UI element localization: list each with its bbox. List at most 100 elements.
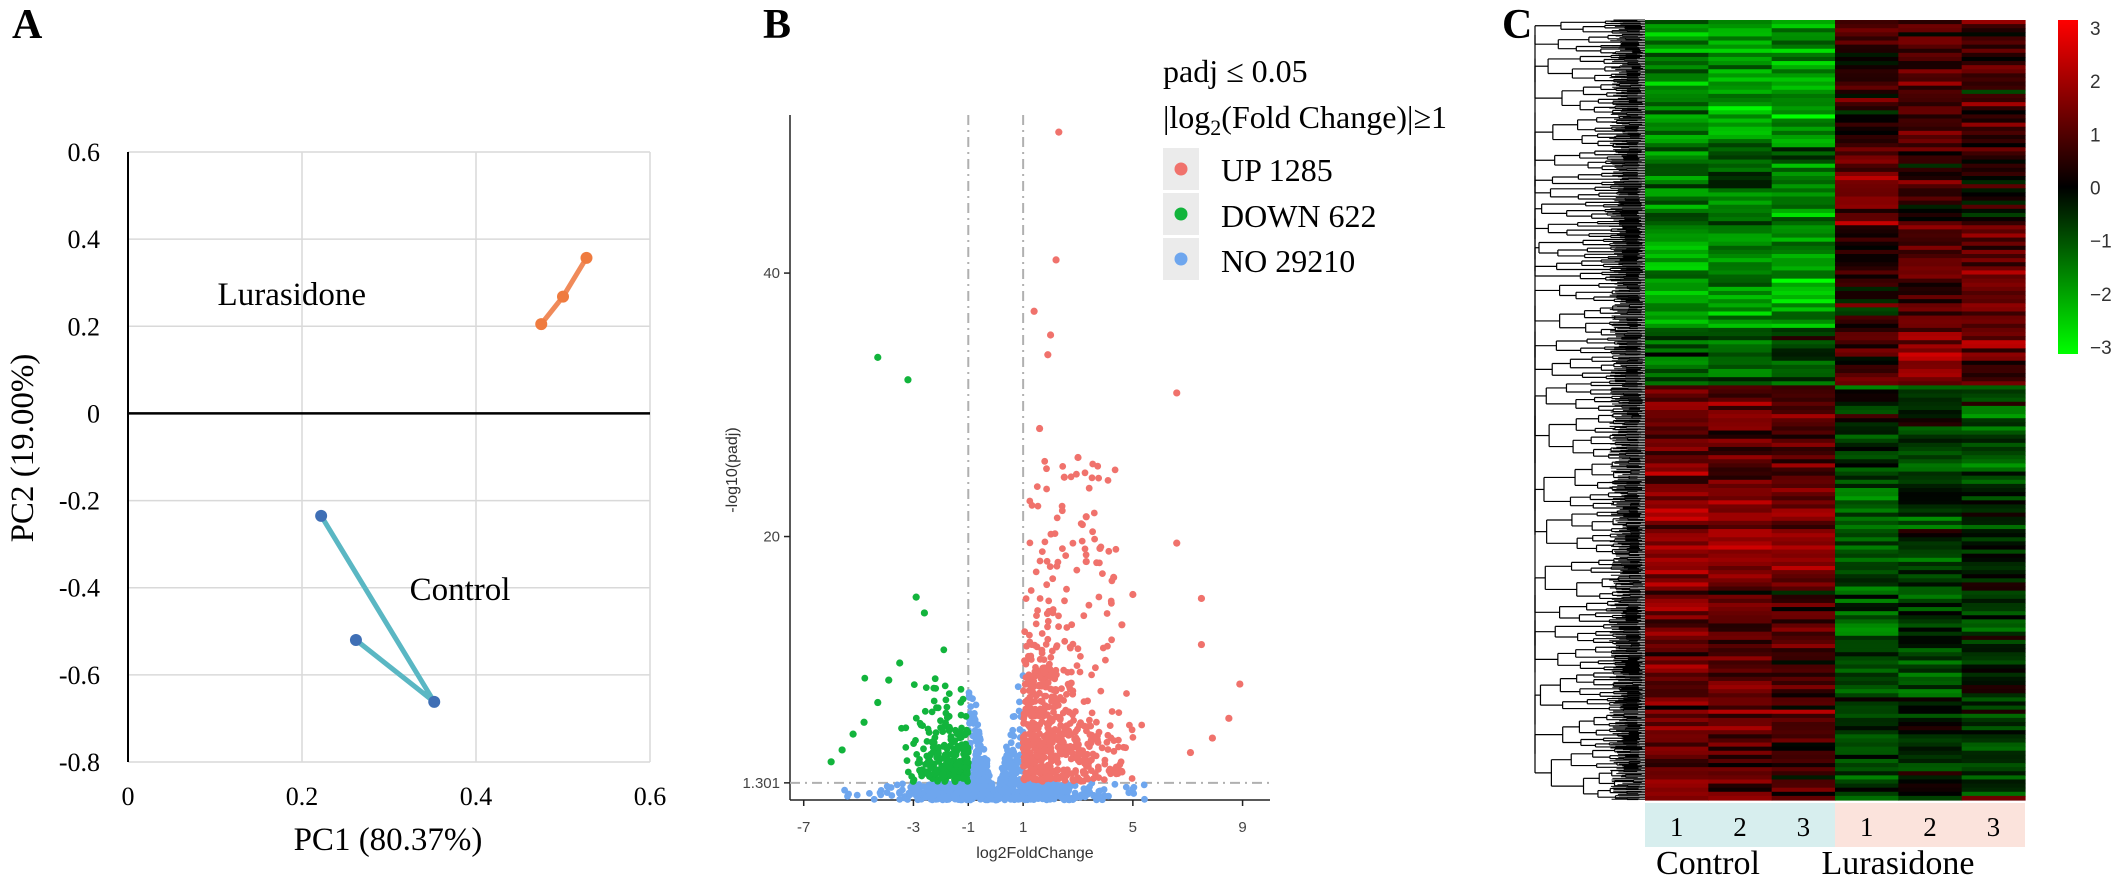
volcano-point-up xyxy=(1095,728,1103,736)
heatmap-cell xyxy=(1645,492,1709,497)
heatmap-cell xyxy=(1771,508,1836,514)
heatmap-cell xyxy=(1645,40,1709,46)
pca-point-lurasidone xyxy=(535,318,548,331)
pca-panel: A 0 0.2 0.4 0.6 0.60.40.20-0.2-0.4-0.6-0.8 … xyxy=(5,2,666,858)
heatmap-cell xyxy=(1645,327,1709,333)
pca-x-tick-label: 0.6 xyxy=(634,782,667,811)
heatmap-cell xyxy=(1898,689,1963,694)
volcano-point-up xyxy=(1081,469,1089,477)
heatmap-cell xyxy=(1961,114,2026,120)
heatmap-cell xyxy=(1898,438,1963,444)
heatmap-cell xyxy=(1645,65,1709,70)
volcano-point-up xyxy=(1037,741,1044,748)
heatmap-cell xyxy=(1708,557,1773,563)
heatmap-cell xyxy=(1961,48,2026,54)
heatmap-cell xyxy=(1645,426,1709,432)
heatmap-cell xyxy=(1898,639,1963,645)
heatmap-cell xyxy=(1835,561,1899,567)
heatmap-cell xyxy=(1645,311,1709,317)
heatmap-cell xyxy=(1961,258,2026,263)
volcano-point-down xyxy=(945,756,952,764)
heatmap-cell xyxy=(1645,143,1709,148)
heatmap-cell xyxy=(1898,245,1963,251)
volcano-point-no xyxy=(984,790,992,798)
volcano-point-down xyxy=(962,747,970,755)
heatmap-cell xyxy=(1771,627,1836,633)
heatmap-cell xyxy=(1645,303,1709,308)
volcano-point-no xyxy=(1081,793,1089,801)
heatmap-cell xyxy=(1898,500,1963,506)
heatmap-cell xyxy=(1645,549,1709,555)
heatmap-cell xyxy=(1771,221,1836,226)
heatmap-cell xyxy=(1708,730,1773,735)
heatmap-cell xyxy=(1645,475,1709,481)
heatmap-cell xyxy=(1898,56,1963,62)
heatmap-cell xyxy=(1898,586,1963,592)
heatmap-cell xyxy=(1835,176,1899,181)
heatmap-cell xyxy=(1961,471,2026,477)
heatmap-cell xyxy=(1835,360,1899,366)
colorbar-tick-label: −1 xyxy=(2090,232,2112,253)
heatmap-cell xyxy=(1898,611,1963,616)
heatmap-cell xyxy=(1898,779,1963,785)
heatmap-cell xyxy=(1708,48,1773,54)
heatmap-cell xyxy=(1898,607,1963,612)
heatmap-cell xyxy=(1771,81,1836,87)
volcano-point-up xyxy=(1087,736,1095,744)
heatmap-cell xyxy=(1771,520,1836,526)
heatmap-cell xyxy=(1961,566,2026,571)
heatmap-cell xyxy=(1961,656,2026,662)
heatmap-cell xyxy=(1645,295,1709,300)
heatmap-cell xyxy=(1835,24,1899,29)
heatmap-cell xyxy=(1835,680,1899,686)
volcano-point-up xyxy=(1033,483,1041,490)
heatmap-cell xyxy=(1835,652,1899,657)
heatmap-cell xyxy=(1961,561,2026,567)
volcano-point-up xyxy=(1055,623,1062,630)
heatmap-cell xyxy=(1645,241,1709,247)
heatmap-cell xyxy=(1708,738,1773,744)
volcano-point-up xyxy=(1063,749,1071,757)
volcano-point-up xyxy=(1078,537,1086,545)
heatmap-cell xyxy=(1898,192,1963,198)
heatmap-cell xyxy=(1708,717,1773,723)
volcano-point-up xyxy=(1034,502,1042,510)
heatmap-cell xyxy=(1645,767,1709,772)
volcano-point-up xyxy=(1051,703,1059,710)
heatmap-cell xyxy=(1835,274,1899,280)
heatmap-cell xyxy=(1961,192,2026,198)
heatmap-cell xyxy=(1771,746,1836,752)
volcano-point-up xyxy=(1236,680,1244,688)
heatmap-cell xyxy=(1708,204,1773,210)
volcano-point-up xyxy=(1095,593,1103,601)
heatmap-cell xyxy=(1645,56,1709,62)
heatmap-cell xyxy=(1835,410,1899,415)
volcano-point-up xyxy=(1038,646,1046,654)
heatmap-cell xyxy=(1835,237,1899,243)
heatmap-cell xyxy=(1898,340,1963,345)
volcano-point-up xyxy=(1208,734,1216,742)
volcano-point-up xyxy=(1020,719,1028,727)
heatmap-cell xyxy=(1898,48,1963,54)
heatmap-cell xyxy=(1708,147,1773,152)
heatmap-cell xyxy=(1771,783,1836,789)
heatmap-cell xyxy=(1898,393,1963,399)
heatmap-cell xyxy=(1708,701,1773,707)
heatmap-cell xyxy=(1898,545,1963,551)
volcano-point-down xyxy=(945,690,953,697)
heatmap-cell xyxy=(1708,143,1773,148)
heatmap-cell xyxy=(1898,570,1963,575)
heatmap-cell xyxy=(1898,364,1963,370)
heatmap-cell xyxy=(1645,648,1709,653)
heatmap-cell xyxy=(1645,155,1709,161)
heatmap-cell xyxy=(1771,299,1836,304)
heatmap-cell xyxy=(1645,373,1709,378)
volcano-point-no xyxy=(870,795,878,803)
heatmap-cell xyxy=(1645,122,1709,128)
heatmap-cell xyxy=(1898,668,1963,674)
heatmap-cell xyxy=(1898,598,1963,604)
heatmap-cell xyxy=(1771,434,1836,440)
heatmap-cell xyxy=(1771,61,1836,66)
heatmap-cell xyxy=(1835,644,1899,649)
heatmap-cell xyxy=(1898,635,1963,641)
